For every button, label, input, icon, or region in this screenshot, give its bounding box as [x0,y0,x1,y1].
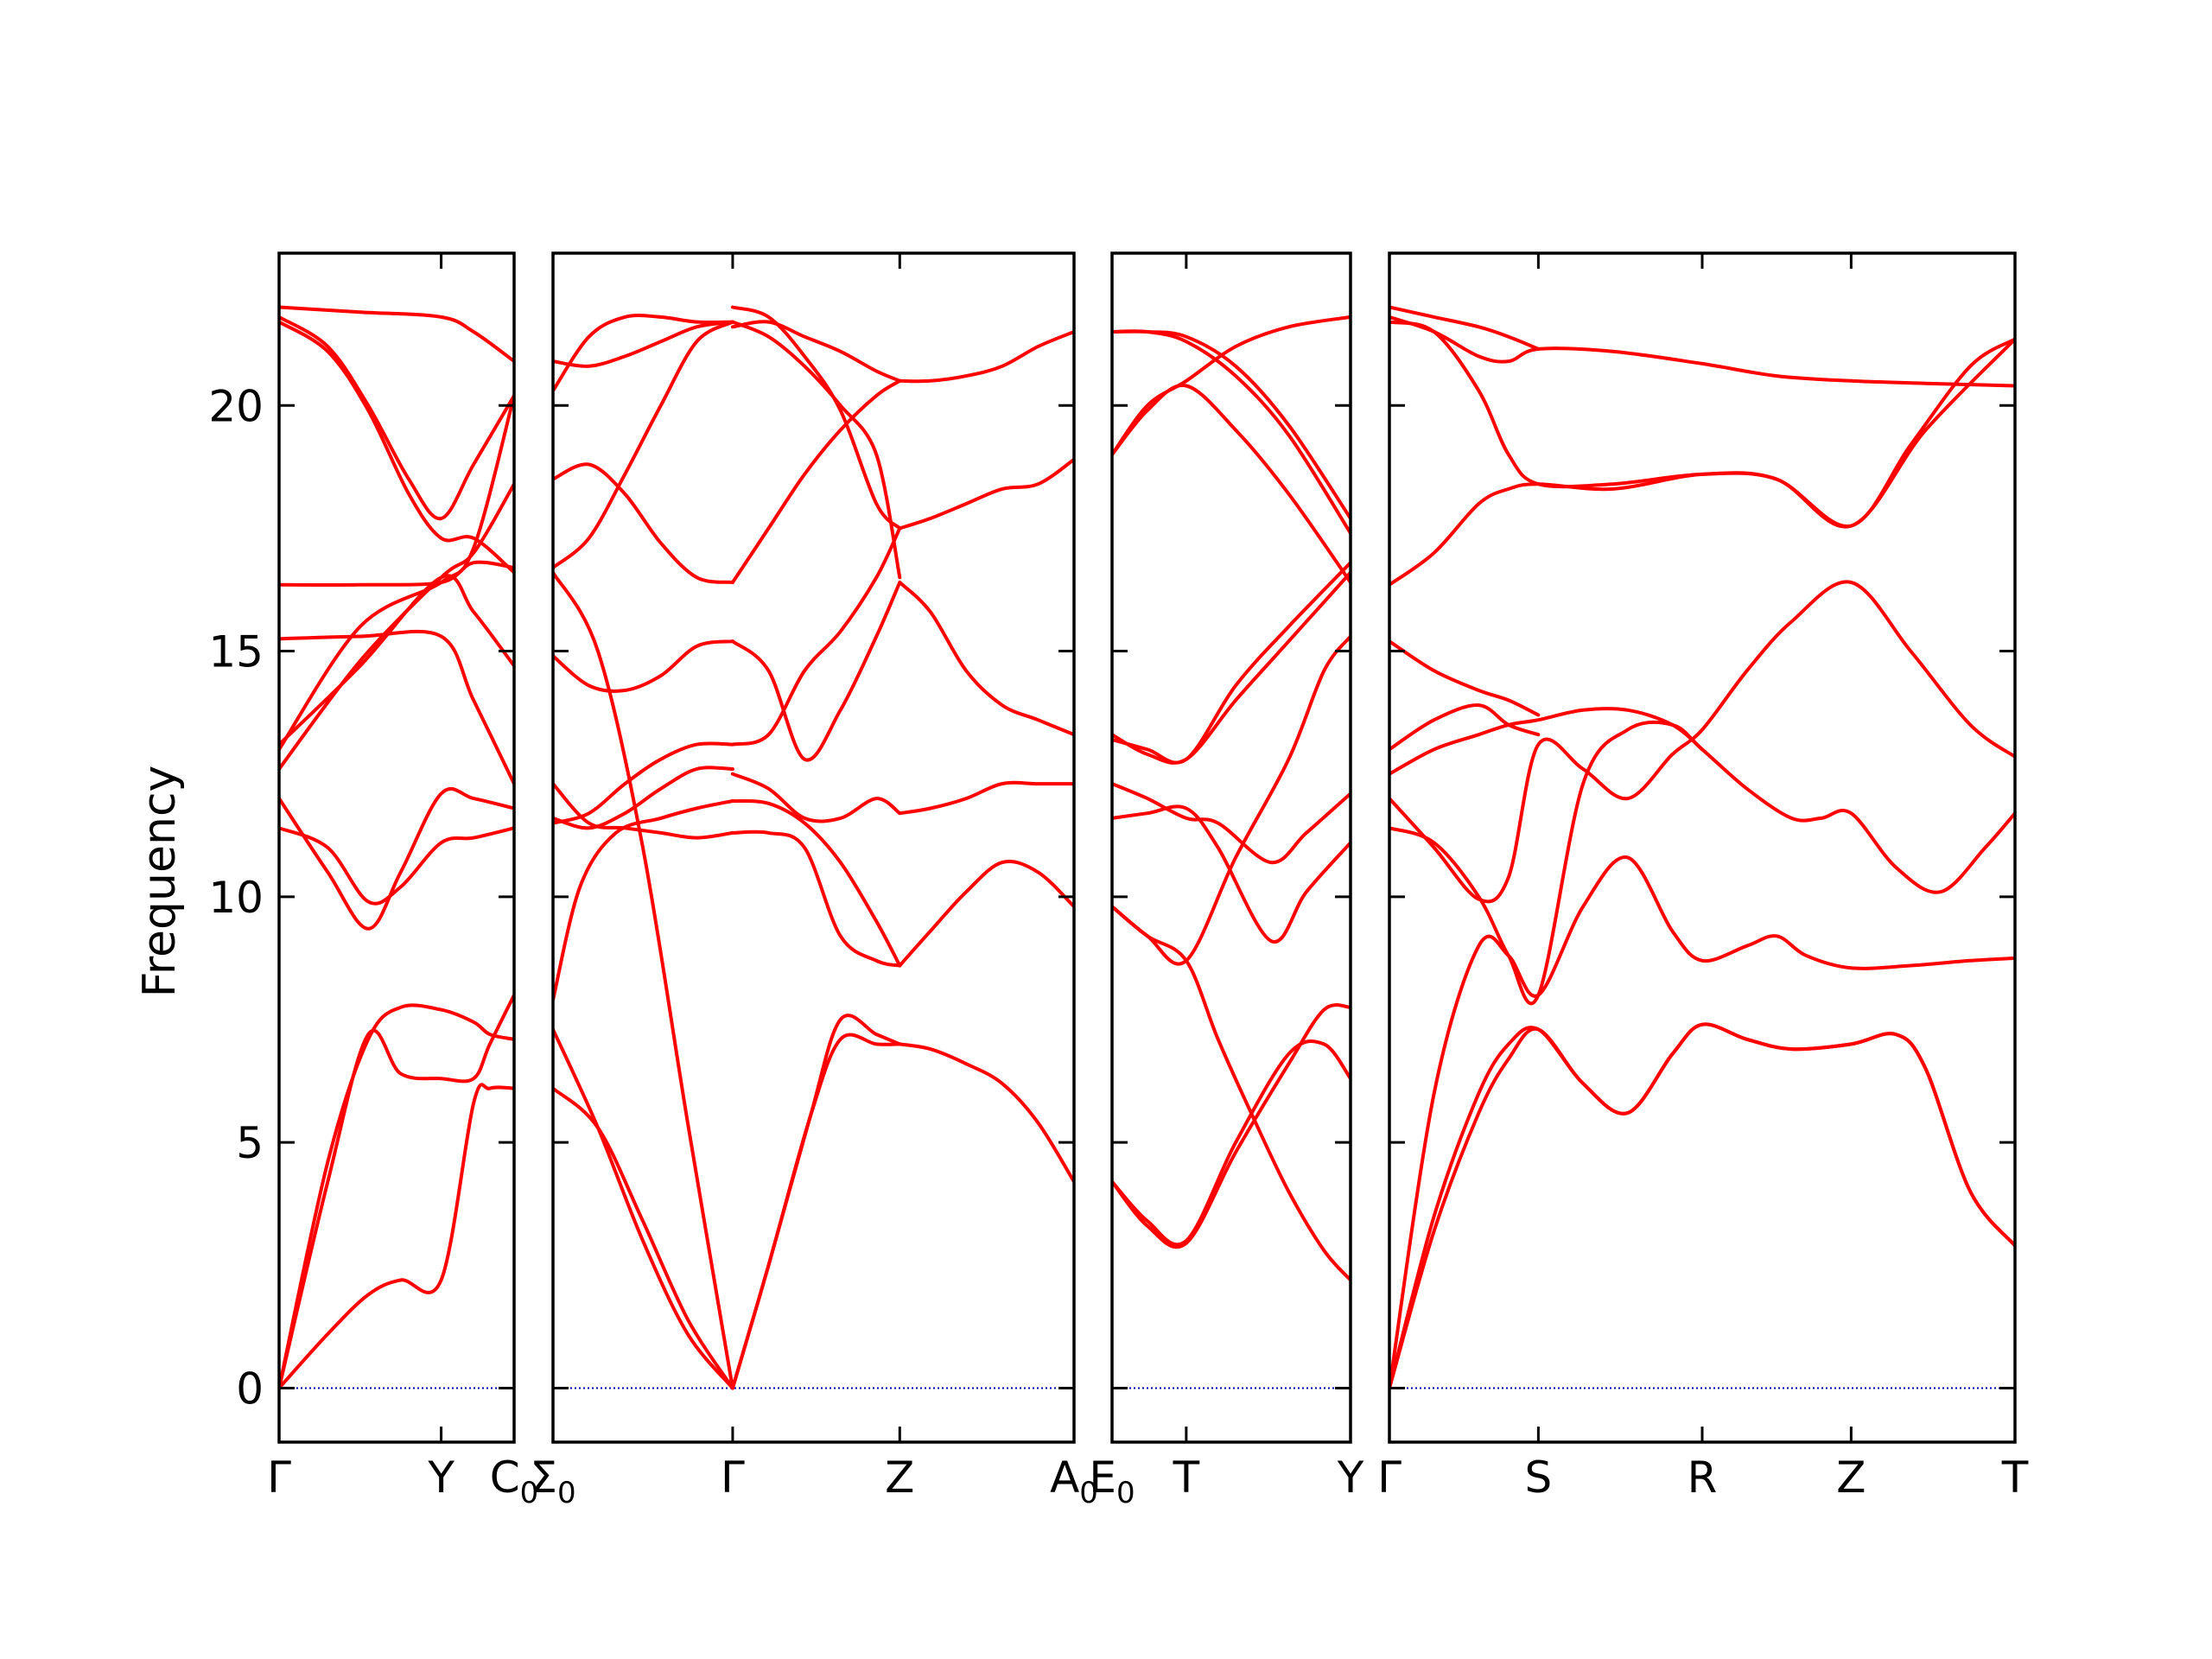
panel-3: E0 T Y [1089,251,1364,1510]
band-line-12 [1389,305,1541,351]
band-line-12 [279,315,514,521]
x-tick-label: Γ [1377,1452,1402,1503]
x-tick-label: R [1688,1452,1718,1503]
band-line-11 [553,320,734,368]
y-tick-label: 20 [208,381,264,431]
band-line-16 [730,798,902,968]
band-line-3 [1112,905,1351,1282]
band-line-3 [1389,855,2015,1390]
band-line-22 [730,320,902,580]
band-line-7 [1112,570,1351,765]
band-line-5 [1389,580,2015,904]
band-line-7 [1389,703,1541,752]
band-group [1112,315,1351,1282]
x-tick-label: Y [427,1452,454,1503]
y-axis-title: Frequency [134,766,186,998]
band-line-11 [1112,329,1351,520]
band-line-29 [898,330,1074,384]
band-line-2 [279,993,514,1390]
x-tick-label: S [1525,1452,1553,1503]
x-tick-label: A0 [1050,1452,1098,1510]
band-line-20 [730,378,902,584]
band-group [1389,305,2015,1390]
band-line-9 [1112,384,1351,584]
band-line-15 [730,830,902,968]
band-line-8 [1112,561,1351,765]
band-line-1 [279,1083,514,1390]
band-line-3 [279,1003,514,1390]
band-line-6 [553,766,734,830]
band-line-6 [1389,707,1704,776]
x-tick-label: Z [885,1452,914,1503]
band-group [279,305,514,1390]
y-tick-label: 5 [236,1118,264,1168]
band-line-24 [898,1042,1074,1184]
band-line-11 [279,320,514,575]
panel-1: 0 5 10 15 20 Γ Y C0 [208,251,539,1510]
band-line-1 [553,1086,734,1390]
band-line-11 [1389,315,2015,388]
y-tick-label: 0 [236,1363,264,1414]
band-line-6 [1112,782,1351,865]
band-line-4 [279,826,514,906]
band-line-27 [898,581,1074,737]
band-line-2 [1112,1039,1351,1247]
band-line-13 [730,1033,902,1390]
x-tick-label: Γ [267,1452,291,1503]
band-line-17 [730,772,902,823]
band-line-18 [730,526,902,747]
band-line-10 [1389,320,2015,529]
band-line-23 [730,320,902,383]
band-line-5 [553,782,734,840]
panel-frame [1110,251,1352,1444]
band-line-12 [1112,315,1351,457]
panel-2: Σ0 Γ Z A0 [530,251,1098,1510]
panel-frame [277,251,516,1444]
band-line-19 [730,581,902,762]
band-line-8 [279,393,514,752]
band-line-2 [1389,1022,2015,1390]
x-tick-label: T [2001,1452,2029,1503]
x-tick-label: E0 [1089,1452,1135,1510]
band-line-9 [553,462,734,584]
band-line-8 [1389,639,1541,717]
band-line-5 [1112,804,1351,944]
band-line-3 [553,570,734,1390]
band-line-14 [730,1014,902,1390]
x-tick-label: Z [1836,1452,1866,1503]
band-line-1 [1389,1022,2015,1390]
x-tick-label: C0 [490,1452,539,1510]
band-line-9 [1389,337,2015,587]
x-tick-label: Γ [721,1452,745,1503]
x-tick-label: T [1173,1452,1200,1503]
band-line-12 [553,313,734,393]
y-tick-label: 15 [208,627,264,677]
band-line-9 [279,629,514,786]
band-line-28 [898,457,1074,531]
band-group [553,305,1074,1390]
band-line-4 [1112,634,1351,966]
panel-frame [551,251,1076,1444]
band-line-10 [279,560,514,588]
band-line-25 [898,860,1074,968]
x-tick-label: Σ0 [530,1452,575,1510]
band-line-26 [898,780,1074,816]
band-line-13 [279,305,514,364]
band-line-2 [553,1027,734,1390]
x-tick-label: Y [1337,1452,1364,1503]
band-line-5 [279,786,514,931]
y-tick-label: 10 [208,873,264,923]
band-line-8 [553,639,734,693]
band-line-1 [1112,1003,1351,1249]
band-line-10 [553,320,734,569]
band-line-7 [553,741,734,825]
